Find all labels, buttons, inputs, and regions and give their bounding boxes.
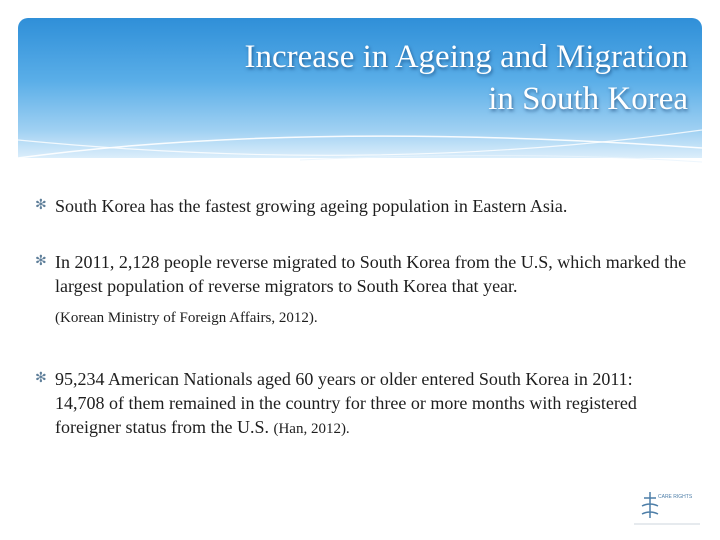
bullet-text: South Korea has the fastest growing agei… <box>55 196 568 216</box>
citation: (Korean Ministry of Foreign Affairs, 201… <box>55 310 318 326</box>
title-line: in South Korea <box>488 81 688 117</box>
header-swoosh <box>17 129 703 163</box>
bullet: ✻ 95,234 American Nationals aged 60 year… <box>35 367 685 441</box>
logo <box>634 492 700 525</box>
bullet-icon: ✻ <box>35 254 47 269</box>
title: Increase in Ageing and Migration in Sout… <box>48 36 688 120</box>
bullet: ✻ In 2011, 2,128 people reverse migrated… <box>35 250 705 330</box>
header-band <box>18 18 702 158</box>
logo-text: CARE RIGHTS <box>658 494 693 500</box>
citation: (Han, 2012). <box>273 421 350 437</box>
title-line: Increase in Ageing and Migration <box>244 39 688 75</box>
bullet-icon: ✻ <box>35 371 47 386</box>
bullet-icon: ✻ <box>35 198 47 213</box>
bullet-text: 95,234 American Nationals aged 60 years … <box>55 369 637 437</box>
bullet-text: In 2011, 2,128 people reverse migrated t… <box>55 252 687 296</box>
bullet: ✻ South Korea has the fastest growing ag… <box>35 194 705 218</box>
